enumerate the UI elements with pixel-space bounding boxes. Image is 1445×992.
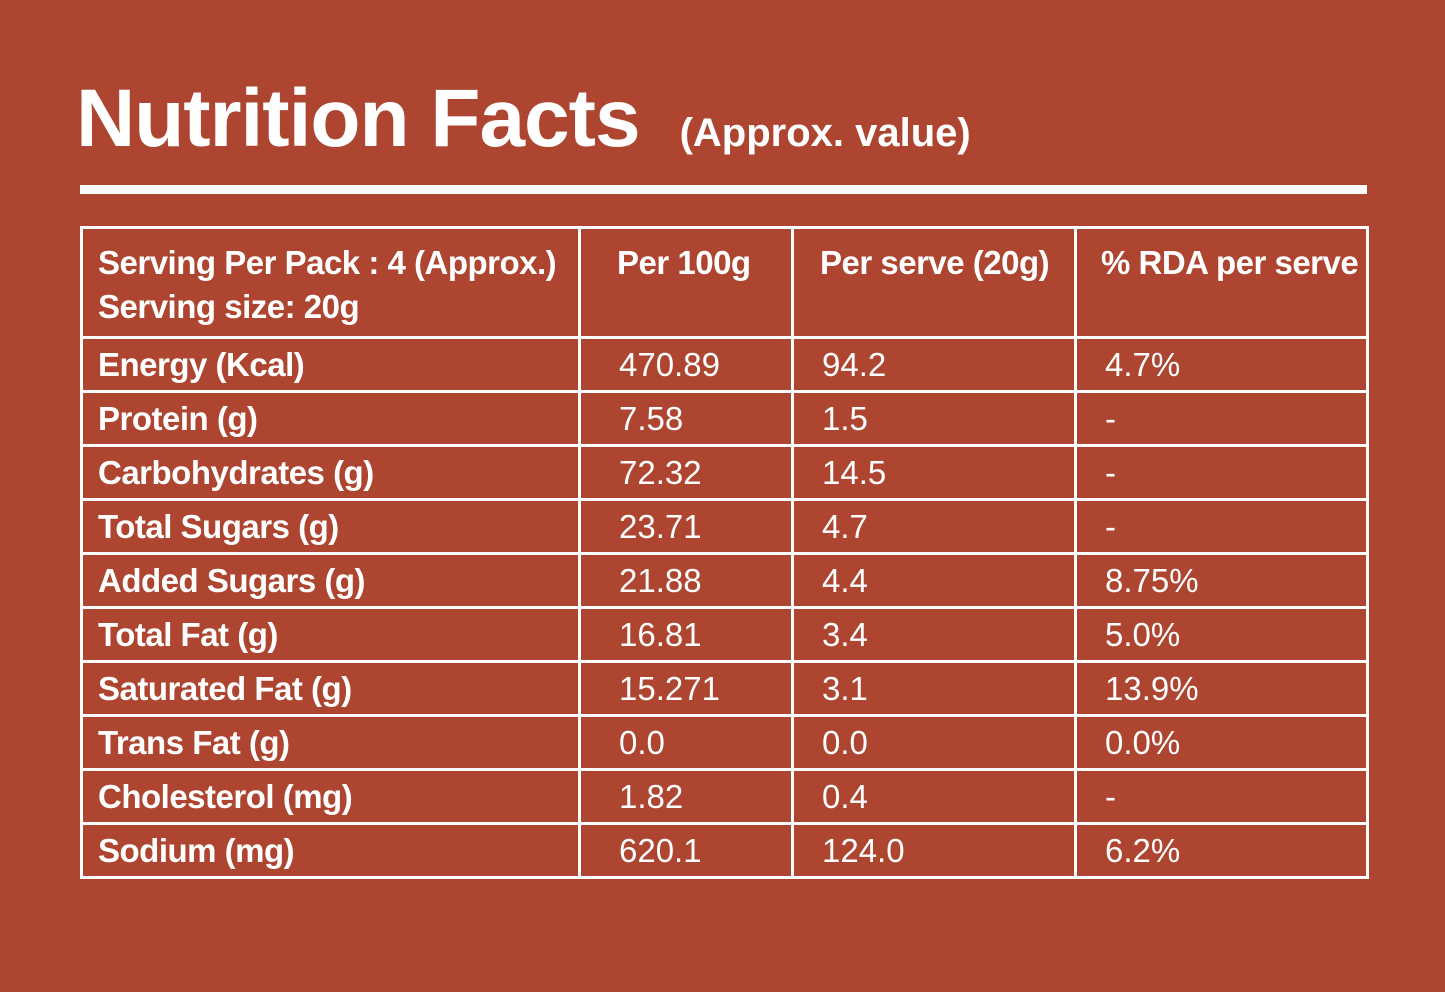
nutrient-name: Carbohydrates (g) <box>80 444 581 501</box>
nutrient-name: Sodium (mg) <box>80 822 581 879</box>
nutrient-name: Protein (g) <box>80 390 581 447</box>
nutrient-name: Cholesterol (mg) <box>80 768 581 825</box>
rda-value: 6.2% <box>1074 822 1369 879</box>
rda-value: 13.9% <box>1074 660 1369 717</box>
nutrient-name: Added Sugars (g) <box>80 552 581 609</box>
per-serve-value: 4.4 <box>791 552 1077 609</box>
per-serve-value: 124.0 <box>791 822 1077 879</box>
per-serve-value: 4.7 <box>791 498 1077 555</box>
serving-size: Serving size: 20g <box>98 288 360 325</box>
column-header-rda: % RDA per serve <box>1074 226 1369 339</box>
per-serve-value: 0.0 <box>791 714 1077 771</box>
per-100g-value: 620.1 <box>578 822 794 879</box>
per-serve-value: 0.4 <box>791 768 1077 825</box>
rda-value: - <box>1074 768 1369 825</box>
table-row: Energy (Kcal) 470.89 94.2 4.7% <box>80 336 1369 393</box>
table-row: Sodium (mg) 620.1 124.0 6.2% <box>80 822 1369 879</box>
title-divider <box>80 185 1367 194</box>
nutrient-name: Saturated Fat (g) <box>80 660 581 717</box>
per-100g-value: 7.58 <box>578 390 794 447</box>
per-serve-value: 94.2 <box>791 336 1077 393</box>
rda-value: - <box>1074 390 1369 447</box>
table-row: Cholesterol (mg) 1.82 0.4- <box>80 768 1369 825</box>
per-100g-value: 16.81 <box>578 606 794 663</box>
column-header-per-100g: Per 100g <box>578 226 794 339</box>
per-100g-value: 21.88 <box>578 552 794 609</box>
nutrition-table: Serving Per Pack : 4 (Approx.) Serving s… <box>80 226 1369 879</box>
per-100g-value: 0.0 <box>578 714 794 771</box>
nutrient-name: Energy (Kcal) <box>80 336 581 393</box>
page-subtitle: (Approx. value) <box>679 111 971 155</box>
per-serve-value: 14.5 <box>791 444 1077 501</box>
per-100g-value: 470.89 <box>578 336 794 393</box>
nutrient-name: Total Sugars (g) <box>80 498 581 555</box>
serving-per-pack: Serving Per Pack : 4 (Approx.) <box>98 244 557 281</box>
column-header-per-serve: Per serve (20g) <box>791 226 1077 339</box>
per-100g-value: 23.71 <box>578 498 794 555</box>
table-row: Total Sugars (g) 23.71 4.7- <box>80 498 1369 555</box>
nutrient-name: Trans Fat (g) <box>80 714 581 771</box>
table-row: Saturated Fat (g) 15.271 3.1 13.9% <box>80 660 1369 717</box>
per-100g-value: 15.271 <box>578 660 794 717</box>
rda-value: - <box>1074 498 1369 555</box>
table-body: Energy (Kcal) 470.89 94.2 4.7% Protein (g) 7.… <box>80 336 1369 879</box>
per-serve-value: 1.5 <box>791 390 1077 447</box>
table-row: Total Fat (g) 16.81 3.4 5.0% <box>80 606 1369 663</box>
title-row: Nutrition Facts (Approx. value) <box>76 78 971 160</box>
table-row: Carbohydrates (g) 72.32 14.5- <box>80 444 1369 501</box>
rda-value: 0.0% <box>1074 714 1369 771</box>
table-row: Trans Fat (g) 0.0 0.0 0.0% <box>80 714 1369 771</box>
per-100g-value: 1.82 <box>578 768 794 825</box>
per-100g-value: 72.32 <box>578 444 794 501</box>
rda-value: 8.75% <box>1074 552 1369 609</box>
table-row: Added Sugars (g) 21.88 4.4 8.75% <box>80 552 1369 609</box>
serving-info-cell: Serving Per Pack : 4 (Approx.) Serving s… <box>80 226 581 339</box>
table-row: Protein (g) 7.58 1.5- <box>80 390 1369 447</box>
table-header-row: Serving Per Pack : 4 (Approx.) Serving s… <box>80 226 1369 339</box>
page-title: Nutrition Facts <box>76 73 641 164</box>
rda-value: 5.0% <box>1074 606 1369 663</box>
nutrient-name: Total Fat (g) <box>80 606 581 663</box>
per-serve-value: 3.1 <box>791 660 1077 717</box>
rda-value: - <box>1074 444 1369 501</box>
per-serve-value: 3.4 <box>791 606 1077 663</box>
rda-value: 4.7% <box>1074 336 1369 393</box>
